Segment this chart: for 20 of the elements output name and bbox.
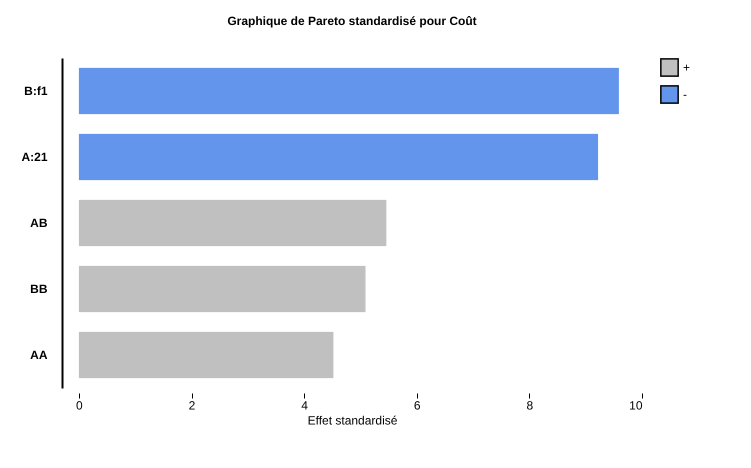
chart-title: Graphique de Pareto standardisé pour Coût: [227, 14, 477, 28]
bar: [78, 200, 386, 246]
y-tick-label: AB: [30, 216, 48, 230]
x-tick-label: 2: [188, 398, 196, 412]
bar: [78, 68, 619, 114]
legend-label: -: [683, 88, 687, 102]
y-tick-label: A:21: [21, 150, 48, 164]
y-tick-label: B:f1: [24, 84, 48, 98]
bar: [78, 266, 366, 312]
x-tick-label: 10: [629, 398, 643, 412]
y-tick-label: AA: [30, 348, 48, 362]
bar: [78, 134, 598, 180]
legend-label: +: [683, 60, 690, 74]
x-tick-label: 4: [301, 398, 308, 412]
x-tick-label: 6: [414, 398, 421, 412]
y-tick-label: BB: [30, 282, 48, 296]
bar: [78, 332, 334, 378]
x-tick-label: 0: [76, 398, 84, 412]
x-tick-label: 8: [526, 398, 534, 412]
x-axis-title: Effet standardisé: [308, 414, 398, 428]
